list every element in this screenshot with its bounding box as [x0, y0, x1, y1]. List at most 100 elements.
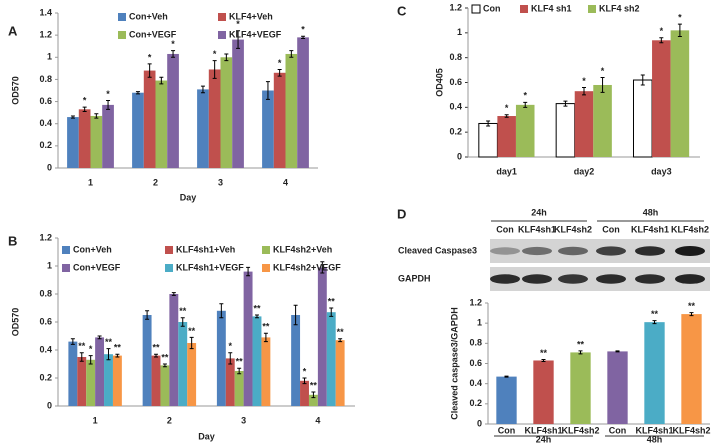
panel-label: B [8, 233, 17, 248]
significance-label: * [83, 95, 87, 105]
y-tick-label: 0.2 [39, 372, 52, 382]
bar [234, 371, 244, 406]
y-tick-label: 0.6 [449, 77, 462, 87]
bar [95, 337, 105, 406]
bar [243, 271, 253, 406]
significance-label: * [582, 76, 586, 86]
significance-label: * [229, 341, 233, 351]
error-bar [212, 60, 217, 79]
y-tick-label: 0.2 [449, 127, 462, 137]
blot-band [522, 246, 552, 256]
bar [297, 37, 309, 168]
y-tick-label: 0 [47, 400, 52, 410]
bar [570, 352, 591, 424]
legend-label: KLF4+Veh [229, 11, 273, 21]
error-bar [329, 307, 334, 317]
bar [102, 104, 114, 168]
x-tick-label: KLF4sh2 [672, 425, 710, 435]
legend-swatch [262, 246, 270, 254]
bar [178, 322, 188, 406]
blot-lane-label: KLF4sh2 [671, 224, 709, 234]
bar [607, 351, 628, 424]
error-bar [289, 50, 294, 58]
y-tick-label: 0.8 [39, 288, 52, 298]
legend-label: Con+VEGF [73, 262, 121, 272]
significance-label: * [601, 66, 605, 76]
y-tick-label: 0 [47, 162, 52, 172]
error-bar [162, 363, 167, 368]
error-bar [486, 120, 491, 127]
blot-lane-label: Con [496, 224, 514, 234]
error-bar [236, 30, 241, 49]
y-tick-label: 0.2 [39, 140, 52, 150]
significance-label: ** [540, 348, 548, 358]
bar [593, 84, 612, 157]
significance-label: ** [236, 357, 244, 367]
y-axis-label: OD570 [10, 308, 20, 337]
error-bar [237, 367, 242, 375]
significance-label: ** [688, 301, 696, 311]
error-bar [171, 50, 176, 58]
significance-label: * [303, 366, 307, 376]
error-bar [228, 352, 233, 365]
error-bar [147, 63, 152, 78]
error-bar [689, 312, 694, 317]
y-tick-label: 0.4 [39, 344, 52, 354]
bar [142, 315, 152, 406]
blot-time-label: 24h [531, 207, 547, 217]
significance-label: * [301, 25, 305, 35]
error-bar [159, 76, 164, 85]
y-axis-label: Cleaved caspase3/GAPDH [449, 307, 459, 420]
y-tick-label: 0.4 [449, 102, 462, 112]
y-tick-label: 0 [457, 151, 462, 161]
bar [104, 354, 113, 406]
legend-label: KLF4sh2+Veh [273, 244, 332, 254]
bar [160, 365, 170, 406]
error-bar [523, 101, 528, 108]
error-bar [302, 377, 307, 385]
error-bar [219, 303, 224, 319]
error-bar [652, 320, 657, 325]
error-bar [311, 391, 316, 399]
error-bar [154, 353, 159, 358]
bar [273, 72, 286, 168]
blot-band [490, 274, 520, 284]
legend-label: Con+Veh [73, 244, 112, 254]
bar [681, 314, 702, 424]
bar [220, 57, 233, 168]
y-tick-label: 1 [477, 318, 482, 328]
error-bar [504, 114, 509, 118]
blot-row-label: Cleaved Caspase3 [398, 245, 477, 255]
bar [167, 53, 179, 168]
x-tick-label: 2 [167, 415, 172, 425]
legend-label: Con+Veh [129, 11, 168, 21]
bar [67, 117, 79, 168]
significance-label: * [213, 49, 217, 59]
error-bar [338, 338, 343, 343]
bar [496, 376, 517, 424]
group-label: 48h [647, 434, 663, 444]
significance-label: * [678, 13, 682, 23]
bar [225, 358, 235, 406]
blot-band [635, 246, 665, 256]
error-bar [600, 77, 605, 93]
y-tick-label: 0 [477, 418, 482, 428]
y-tick-label: 1.2 [449, 2, 462, 12]
bar [326, 312, 336, 406]
bar [632, 79, 653, 158]
bar [169, 294, 179, 406]
y-tick-label: 1.4 [39, 7, 52, 17]
legend-swatch [588, 5, 596, 13]
legend-swatch [520, 5, 528, 13]
blot-band [490, 247, 520, 255]
x-tick-label: 4 [283, 177, 288, 187]
significance-label: ** [114, 343, 122, 353]
error-bar [263, 332, 268, 343]
error-bar [563, 100, 568, 107]
error-bar [135, 91, 140, 95]
legend-swatch [218, 31, 226, 39]
x-tick-label: day3 [651, 166, 672, 176]
significance-label: ** [161, 352, 169, 362]
significance-label: * [523, 91, 527, 101]
y-tick-label: 0.6 [39, 96, 52, 106]
